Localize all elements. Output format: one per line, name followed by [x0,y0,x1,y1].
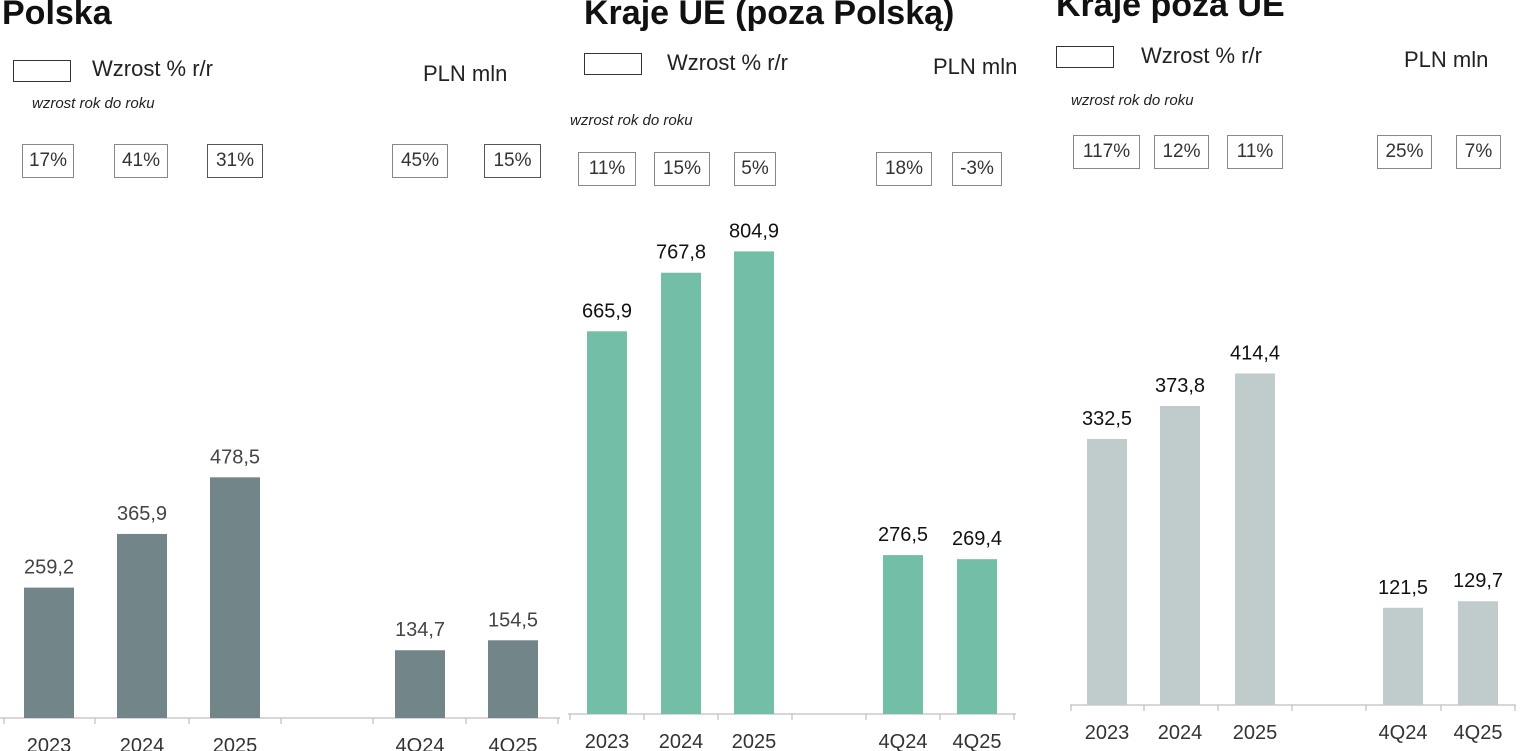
data-label: 332,5 [1082,408,1132,430]
x-tick-label: 2025 [732,731,777,751]
data-label: 414,4 [1230,342,1280,364]
bar-4Q24 [395,650,445,718]
data-label: 478,5 [210,446,260,468]
growth-badge: 12% [1154,135,1209,169]
bar-4Q24 [1383,607,1423,705]
bar-2025 [1235,373,1275,705]
panel-title: Polska [2,0,112,32]
growth-badge: 17% [22,144,74,178]
x-tick-label: 2023 [585,731,630,751]
growth-badge: 45% [392,144,448,178]
x-tick-label: 2024 [1158,722,1203,744]
data-label: 154,5 [488,609,538,631]
x-tick-label: 2025 [1233,722,1278,744]
growth-badge: 117% [1073,135,1140,169]
growth-badge: 7% [1456,135,1501,169]
data-label: 269,4 [952,528,1002,550]
x-tick-label: 2024 [659,731,704,751]
panel-title: Kraje UE (poza Polską) [584,0,955,32]
growth-badge: 31% [207,144,263,178]
bar-2023 [24,587,74,718]
data-label: 665,9 [582,300,632,322]
legend-label: Wzrost % r/r [667,50,788,75]
unit-label: PLN mln [1404,47,1489,72]
x-tick-label: 4Q24 [1379,722,1428,744]
bar-2023 [587,331,627,714]
bar-4Q25 [488,640,538,718]
data-label: 134,7 [395,619,445,641]
data-label: 373,8 [1155,375,1205,397]
growth-badge: 11% [1227,135,1283,169]
data-label: 259,2 [24,557,74,579]
growth-note: wzrost rok do roku [1071,92,1194,109]
growth-badge: 15% [654,152,710,186]
unit-label: PLN mln [423,61,508,86]
unit-label: PLN mln [933,54,1018,79]
bar-2025 [210,477,260,718]
growth-badge: 5% [734,152,776,186]
bar-2024 [117,533,167,718]
data-label: 129,7 [1453,570,1503,592]
growth-note: wzrost rok do roku [570,112,693,129]
bar-2024 [661,272,701,714]
growth-badge: 41% [114,144,168,178]
legend-label: Wzrost % r/r [92,56,213,81]
legend-swatch [584,53,642,75]
bar-4Q25 [1458,601,1498,705]
bar-2024 [1160,405,1200,705]
x-tick-label: 2025 [213,735,258,751]
x-tick-label: 4Q25 [1454,722,1503,744]
data-label: 276,5 [878,524,928,546]
panel-polska: Polska Wzrost % r/r PLN mln wzrost rok d… [0,0,560,751]
growth-badge: 18% [876,152,932,186]
data-label: 121,5 [1378,577,1428,599]
x-tick-label: 4Q25 [953,731,1002,751]
x-tick-label: 4Q24 [879,731,928,751]
growth-badge: 11% [578,152,636,186]
data-label: 767,8 [656,242,706,264]
data-label: 365,9 [117,503,167,525]
growth-badge: 15% [484,144,541,178]
growth-badge: -3% [952,152,1002,186]
legend-swatch [13,60,71,82]
growth-note: wzrost rok do roku [32,95,155,112]
growth-badge: 25% [1377,135,1432,169]
bar-4Q25 [957,559,997,714]
legend-swatch [1056,46,1114,68]
legend-label: Wzrost % r/r [1141,43,1262,68]
x-tick-label: 4Q24 [396,735,445,751]
x-tick-label: 4Q25 [489,735,538,751]
x-tick-label: 2024 [120,735,165,751]
bar-2025 [734,251,774,715]
bar-2023 [1087,439,1127,705]
x-tick-label: 2023 [1085,722,1130,744]
data-label: 804,9 [729,220,779,242]
bar-4Q24 [883,555,923,714]
x-tick-label: 2023 [27,735,72,751]
panel-title: Kraje poza UE [1056,0,1285,24]
